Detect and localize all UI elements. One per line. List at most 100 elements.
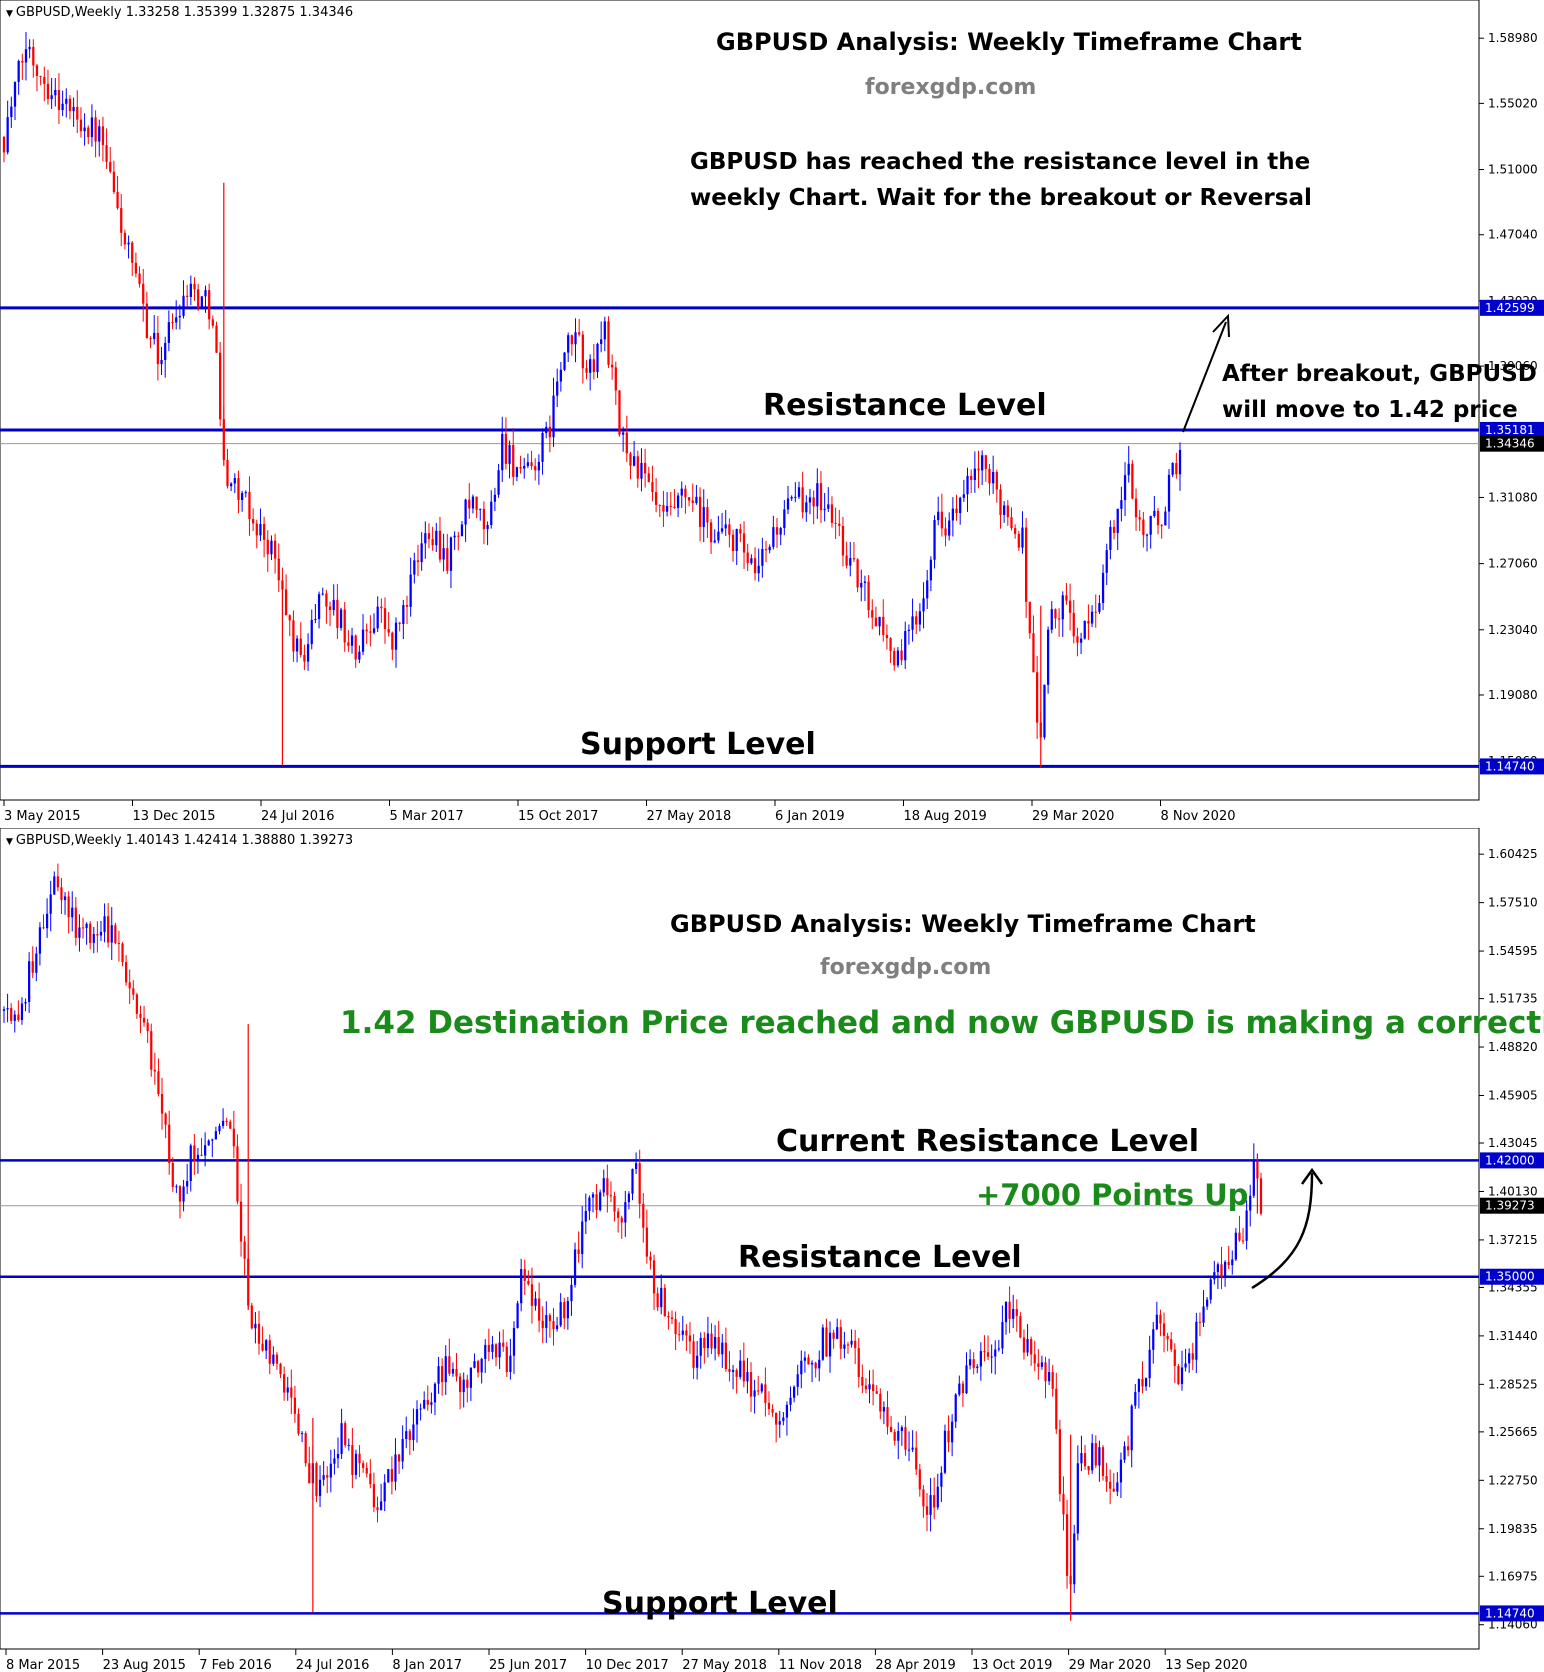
candle — [660, 1274, 663, 1315]
candlestick-chart-top[interactable]: 1.589801.550201.510001.470401.430201.390… — [0, 0, 1544, 828]
candle — [691, 483, 694, 512]
candle — [233, 473, 236, 494]
candle — [1054, 608, 1057, 629]
current-resistance-label: Current Resistance Level — [776, 1124, 1200, 1159]
candle — [807, 1354, 810, 1365]
candle — [629, 451, 632, 480]
note-line: will move to 1.42 price — [1222, 397, 1518, 423]
candle — [186, 284, 189, 308]
candle — [46, 69, 50, 105]
candle — [720, 512, 724, 534]
candle — [31, 946, 34, 979]
candle — [999, 484, 1002, 529]
candle — [559, 1293, 562, 1328]
candle — [911, 1430, 914, 1453]
candle — [60, 878, 63, 914]
price-tick-label: 1.55020 — [1488, 96, 1538, 110]
candle — [328, 601, 332, 627]
candle — [757, 1375, 760, 1396]
candle — [962, 479, 965, 502]
price-tag-label: 1.35000 — [1485, 1270, 1535, 1284]
candle — [146, 1018, 149, 1043]
candle — [926, 569, 929, 610]
candle — [994, 1340, 997, 1375]
candle — [103, 903, 106, 943]
candle — [502, 1329, 505, 1352]
candle — [1035, 655, 1039, 739]
breakout-note: After breakout, GBPUSD will move to 1.42… — [1222, 356, 1537, 428]
candle — [649, 1251, 652, 1270]
candle — [251, 508, 255, 532]
candle — [1014, 524, 1017, 539]
candle — [588, 1195, 591, 1221]
candle — [383, 1474, 386, 1512]
candle — [455, 1352, 458, 1382]
candle — [200, 296, 203, 310]
candle — [1087, 604, 1090, 640]
candle — [387, 612, 390, 637]
candle — [779, 526, 782, 546]
candle — [186, 1163, 189, 1194]
candle — [10, 96, 13, 128]
candle — [785, 1401, 789, 1436]
candle — [872, 1369, 875, 1406]
candle — [889, 637, 892, 664]
candle — [2, 136, 6, 163]
candle — [681, 1315, 684, 1341]
candle — [760, 1382, 763, 1394]
candle — [229, 1119, 232, 1129]
candle — [724, 1327, 727, 1372]
candle — [218, 1123, 221, 1135]
candlestick-chart-bottom[interactable]: 1.60425 1.57510 1.54595 1.51735 1.48820 1.459… — [0, 828, 1544, 1672]
candle — [1055, 1372, 1058, 1434]
candle — [153, 1052, 156, 1085]
candle — [369, 1459, 372, 1489]
candle — [948, 512, 951, 541]
candle — [805, 495, 808, 522]
candle — [1058, 1419, 1061, 1502]
level-lines — [0, 1159, 1479, 1615]
candle — [961, 1380, 965, 1407]
candle — [268, 1334, 271, 1375]
chart-panel-top[interactable]: 1.589801.550201.510001.470401.430201.390… — [0, 0, 1544, 828]
price-tag: 1.39273 — [1480, 1197, 1544, 1214]
candle — [875, 1384, 878, 1394]
candle — [101, 116, 105, 162]
candle — [402, 599, 405, 640]
candle — [476, 1359, 480, 1378]
candle — [538, 1282, 541, 1333]
candle — [1076, 1445, 1079, 1541]
chart-panel-bottom[interactable]: 1.60425 1.57510 1.54595 1.51735 1.48820 1.459… — [0, 828, 1544, 1672]
candle — [658, 504, 661, 518]
candle — [1134, 488, 1138, 531]
candle — [606, 1164, 609, 1213]
candle — [874, 606, 878, 627]
candle — [613, 1191, 616, 1222]
candle — [431, 526, 434, 551]
candle — [405, 1416, 408, 1449]
candle — [347, 630, 350, 652]
candle — [871, 599, 874, 630]
candle — [1134, 1383, 1137, 1409]
price-tag: 1.14740 — [1480, 1605, 1544, 1622]
candle — [314, 603, 317, 624]
candle — [1065, 1499, 1069, 1589]
date-tick-label: 13 Sep 2020 — [1165, 1658, 1247, 1672]
candle — [692, 1334, 695, 1380]
date-tick-label: 23 Aug 2015 — [103, 1658, 186, 1672]
candle — [1105, 543, 1108, 586]
candle — [207, 1139, 210, 1146]
candle — [376, 1496, 379, 1523]
candle — [706, 498, 709, 538]
candle — [1073, 1524, 1076, 1594]
candle — [879, 1388, 882, 1420]
candle — [232, 1110, 235, 1159]
candle — [1030, 1336, 1033, 1366]
points-up-label: +7000 Points Up — [976, 1178, 1249, 1212]
candle — [204, 285, 207, 313]
candle — [279, 1362, 282, 1379]
candle — [333, 1449, 336, 1475]
candle — [457, 531, 460, 551]
candle — [1245, 1200, 1248, 1250]
candle — [676, 492, 680, 518]
